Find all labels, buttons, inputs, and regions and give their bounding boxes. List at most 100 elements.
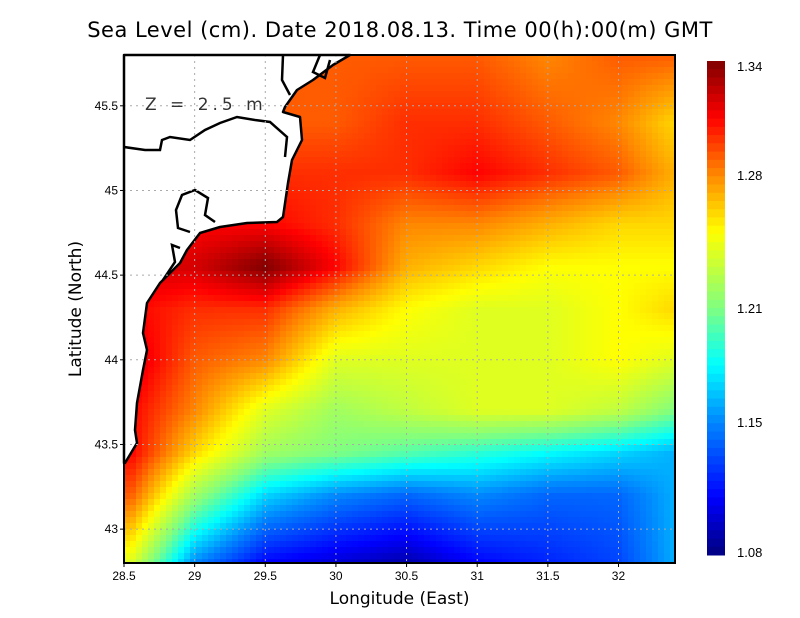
heatmap-cell xyxy=(370,163,377,170)
heatmap-cell xyxy=(478,193,485,200)
heatmap-cell xyxy=(556,157,563,164)
heatmap-cell xyxy=(622,109,629,116)
heatmap-cell xyxy=(448,373,455,380)
heatmap-cell xyxy=(310,217,317,224)
heatmap-cell xyxy=(532,199,539,206)
heatmap-cell xyxy=(238,379,245,386)
heatmap-cell xyxy=(334,319,341,326)
heatmap-cell xyxy=(244,295,251,302)
heatmap-cell xyxy=(316,217,323,224)
heatmap-cell xyxy=(556,355,563,362)
heatmap-cell xyxy=(160,289,167,296)
heatmap-cell xyxy=(454,109,461,116)
heatmap-cell xyxy=(586,241,593,248)
heatmap-cell xyxy=(388,73,395,80)
heatmap-cell xyxy=(220,379,227,386)
heatmap-cell xyxy=(370,121,377,128)
heatmap-cell xyxy=(388,289,395,296)
heatmap-cell xyxy=(610,139,617,146)
heatmap-cell xyxy=(334,163,341,170)
heatmap-cell xyxy=(292,319,299,326)
heatmap-cell xyxy=(322,271,329,278)
heatmap-cell xyxy=(328,85,335,92)
heatmap-cell xyxy=(148,319,155,326)
heatmap-cell xyxy=(670,271,676,278)
heatmap-cell xyxy=(418,199,425,206)
heatmap-cell xyxy=(394,97,401,104)
heatmap-cell xyxy=(316,235,323,242)
heatmap-cell xyxy=(622,67,629,74)
heatmap-cell xyxy=(430,265,437,272)
heatmap-cell xyxy=(652,325,659,332)
heatmap-cell xyxy=(316,367,323,374)
heatmap-cell xyxy=(622,223,629,230)
heatmap-cell xyxy=(616,331,623,338)
heatmap-cell xyxy=(424,199,431,206)
heatmap-cell xyxy=(418,139,425,146)
heatmap-cell xyxy=(400,133,407,140)
heatmap-cell xyxy=(184,289,191,296)
heatmap-cell xyxy=(238,289,245,296)
heatmap-cell xyxy=(370,337,377,344)
heatmap-cell xyxy=(238,259,245,266)
heatmap-cell xyxy=(172,367,179,374)
heatmap-cell xyxy=(418,325,425,332)
heatmap-cell xyxy=(394,295,401,302)
heatmap-cell xyxy=(460,115,467,122)
heatmap-cell xyxy=(604,367,611,374)
heatmap-cell xyxy=(634,61,641,68)
heatmap-cell xyxy=(610,85,617,92)
heatmap-cell xyxy=(538,61,545,68)
heatmap-cell xyxy=(562,163,569,170)
heatmap-cell xyxy=(274,277,281,284)
heatmap-cell xyxy=(208,343,215,350)
heatmap-cell xyxy=(472,319,479,326)
heatmap-cell xyxy=(442,307,449,314)
heatmap-cell xyxy=(538,277,545,284)
heatmap-cell xyxy=(304,193,311,200)
heatmap-cell xyxy=(586,367,593,374)
heatmap-cell xyxy=(550,289,557,296)
heatmap-cell xyxy=(418,271,425,278)
heatmap-cell xyxy=(382,169,389,176)
heatmap-cell xyxy=(508,307,515,314)
heatmap-cell xyxy=(334,193,341,200)
heatmap-cell xyxy=(256,283,263,290)
heatmap-cell xyxy=(406,79,413,86)
heatmap-cell xyxy=(376,217,383,224)
heatmap-cell xyxy=(418,205,425,212)
heatmap-cell xyxy=(484,133,491,140)
heatmap-cell xyxy=(406,295,413,302)
heatmap-cell xyxy=(628,55,635,62)
heatmap-cell xyxy=(298,247,305,254)
heatmap-cell xyxy=(430,241,437,248)
heatmap-cell xyxy=(166,373,173,380)
heatmap-cell xyxy=(484,319,491,326)
heatmap-cell xyxy=(640,211,647,218)
heatmap-cell xyxy=(478,133,485,140)
heatmap-cell xyxy=(526,169,533,176)
heatmap-cell xyxy=(622,241,629,248)
heatmap-cell xyxy=(322,115,329,122)
heatmap-cell xyxy=(424,295,431,302)
heatmap-cell xyxy=(394,367,401,374)
heatmap-cell xyxy=(502,259,509,266)
heatmap-cell xyxy=(550,85,557,92)
heatmap-cell xyxy=(586,91,593,98)
heatmap-cell xyxy=(220,277,227,284)
heatmap-cell xyxy=(622,169,629,176)
heatmap-cell xyxy=(472,187,479,194)
heatmap-cell xyxy=(652,151,659,158)
heatmap-cell xyxy=(538,169,545,176)
heatmap-cell xyxy=(328,289,335,296)
heatmap-cell xyxy=(286,109,293,116)
heatmap-cell xyxy=(496,193,503,200)
heatmap-cell xyxy=(472,295,479,302)
heatmap-cell xyxy=(370,115,377,122)
heatmap-cell xyxy=(520,151,527,158)
heatmap-cell xyxy=(592,151,599,158)
heatmap-cell xyxy=(442,301,449,308)
heatmap-cell xyxy=(382,265,389,272)
heatmap-cell xyxy=(598,283,605,290)
heatmap-cell xyxy=(550,97,557,104)
